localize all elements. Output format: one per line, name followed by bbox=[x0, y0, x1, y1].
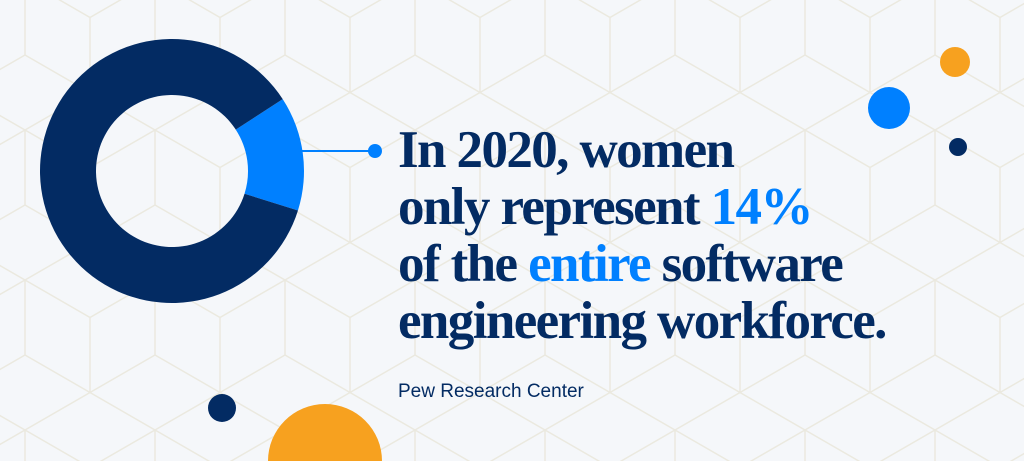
donut-slice-women bbox=[235, 99, 304, 211]
donut-slice-other bbox=[39, 38, 298, 303]
decor-circle-navy-small bbox=[949, 138, 967, 156]
headline-line-4: engineering workforce. bbox=[398, 292, 887, 350]
decor-circle-orange-small bbox=[940, 47, 970, 77]
headline-line-3: of the entire software bbox=[398, 236, 886, 293]
highlight-entire: entire bbox=[528, 235, 651, 293]
decor-circle-orange-large bbox=[268, 404, 382, 461]
headline-line-2: only represent 14% bbox=[398, 179, 886, 236]
decor-circle-blue bbox=[868, 87, 910, 129]
decor-circle-navy bbox=[208, 394, 236, 422]
headline-text: software bbox=[649, 235, 844, 293]
callout-dot bbox=[368, 144, 382, 158]
donut-chart bbox=[39, 38, 382, 303]
source-label: Pew Research Center bbox=[398, 381, 584, 402]
headline-line-1: In 2020, women bbox=[398, 121, 735, 179]
headline: In 2020, women only represent 14% of the… bbox=[398, 121, 887, 350]
headline-text: of the bbox=[398, 235, 529, 293]
headline-text: only represent bbox=[398, 178, 711, 236]
highlight-percent: 14% bbox=[710, 178, 814, 236]
